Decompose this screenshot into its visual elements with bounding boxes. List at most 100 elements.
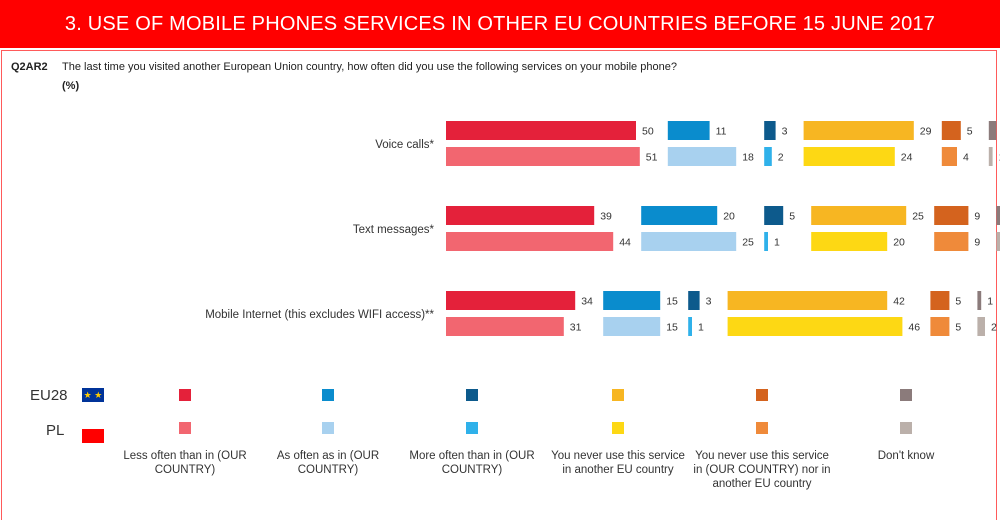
data-label: 5 <box>789 211 795 223</box>
legend-swatch-pl <box>322 422 334 434</box>
data-label: 15 <box>666 322 678 334</box>
legend-swatch-eu28 <box>756 389 768 401</box>
bar-segment <box>764 147 772 166</box>
legend-swatch-eu28 <box>612 389 624 401</box>
data-label: 31 <box>570 322 582 334</box>
bar-segment <box>764 206 784 225</box>
data-label: 44 <box>619 237 631 249</box>
legend-label: You never use this service in another EU… <box>551 450 685 476</box>
data-label: 9 <box>974 237 980 249</box>
legend-label: More often than in (OUR COUNTRY) <box>409 450 535 476</box>
bar-segment <box>446 232 614 251</box>
data-label: 9 <box>974 211 980 223</box>
bar-segment <box>688 291 700 310</box>
bar-segment <box>803 147 895 166</box>
bar-segment <box>446 317 564 336</box>
eu-flag-icon: ★ ★ <box>82 388 104 402</box>
data-label: 25 <box>742 237 754 249</box>
legend-swatch-pl <box>612 422 624 434</box>
data-label: 51 <box>646 152 658 164</box>
bar-segment <box>988 147 993 166</box>
data-label: 15 <box>666 296 678 308</box>
legend-swatch-pl <box>179 422 191 434</box>
data-label: 20 <box>893 237 905 249</box>
legend-swatch-eu28 <box>900 389 912 401</box>
title-banner: 3. USE OF MOBILE PHONES SERVICES IN OTHE… <box>0 0 1000 48</box>
bar-segment <box>941 121 961 140</box>
bar-segment <box>446 147 640 166</box>
legend-country-eu28: EU28 <box>30 387 68 404</box>
bar-segment <box>811 232 888 251</box>
bar-segment <box>764 232 768 251</box>
bar-segment <box>727 317 903 336</box>
bar-segment <box>641 232 737 251</box>
legend-label: Don't know <box>877 450 935 462</box>
legend-label: You never use this service in (OUR COUNT… <box>693 450 831 490</box>
data-label: 5 <box>955 296 961 308</box>
legend-label: As often as in (OUR COUNTRY) <box>276 450 380 476</box>
data-label: 5 <box>967 126 973 138</box>
bar-segment <box>934 232 969 251</box>
legend-label: Less often than in (OUR COUNTRY) <box>123 450 247 476</box>
bar-segment <box>641 206 718 225</box>
data-label: 1 <box>698 322 704 334</box>
bar-segment <box>930 317 950 336</box>
data-label: 50 <box>642 126 654 138</box>
data-label: 5 <box>955 322 961 334</box>
pl-flag-icon <box>82 429 104 443</box>
category-label: Text messages* <box>353 224 435 236</box>
legend-swatch-eu28 <box>322 389 334 401</box>
bar-segment <box>930 291 950 310</box>
bar-segment <box>996 206 1000 225</box>
bar-segment <box>727 291 888 310</box>
bar-segment <box>667 121 710 140</box>
data-label: 42 <box>893 296 905 308</box>
bar-segment <box>446 206 595 225</box>
data-label: 46 <box>908 322 920 334</box>
data-label: 3 <box>782 126 788 138</box>
bar-segment <box>977 317 985 336</box>
data-label: 2 <box>778 152 784 164</box>
data-label: 1 <box>774 237 780 249</box>
legend-swatch-pl <box>466 422 478 434</box>
data-label: 1 <box>999 152 1000 164</box>
legend-swatch-pl <box>900 422 912 434</box>
data-label: 4 <box>963 152 969 164</box>
bar-segment <box>603 291 661 310</box>
unit-label: (%) <box>62 80 80 92</box>
legend-swatch-pl <box>756 422 768 434</box>
data-label: 1 <box>987 296 993 308</box>
data-label: 29 <box>920 126 932 138</box>
legend-country-pl: PL <box>46 422 65 439</box>
bar-segment <box>764 121 776 140</box>
question-code: Q2AR2 <box>11 61 48 73</box>
page-title: 3. USE OF MOBILE PHONES SERVICES IN OTHE… <box>64 12 936 35</box>
bar-segment <box>996 232 1000 251</box>
bar-segment <box>977 291 982 310</box>
bar-segment <box>803 121 914 140</box>
data-label: 18 <box>742 152 754 164</box>
question-text: The last time you visited another Europe… <box>62 61 677 73</box>
data-label: 39 <box>600 211 612 223</box>
legend-swatch-eu28 <box>179 389 191 401</box>
data-label: 3 <box>706 296 712 308</box>
bar-segment <box>811 206 907 225</box>
data-label: 20 <box>723 211 735 223</box>
data-label: 11 <box>716 126 727 138</box>
bar-segment <box>988 121 997 140</box>
data-label: 34 <box>581 296 593 308</box>
bar-segment <box>688 317 692 336</box>
bar-segment <box>446 291 576 310</box>
data-label: 2 <box>991 322 997 334</box>
data-label: 25 <box>912 211 924 223</box>
content-frame <box>1 50 997 520</box>
bar-segment <box>446 121 636 140</box>
category-label: Voice calls* <box>375 139 434 151</box>
bar-segment <box>934 206 969 225</box>
data-label: 24 <box>901 152 913 164</box>
bar-segment <box>941 147 957 166</box>
bar-segment <box>603 317 661 336</box>
bar-segment <box>667 147 737 166</box>
category-label: Mobile Internet (this excludes WIFI acce… <box>205 309 434 321</box>
